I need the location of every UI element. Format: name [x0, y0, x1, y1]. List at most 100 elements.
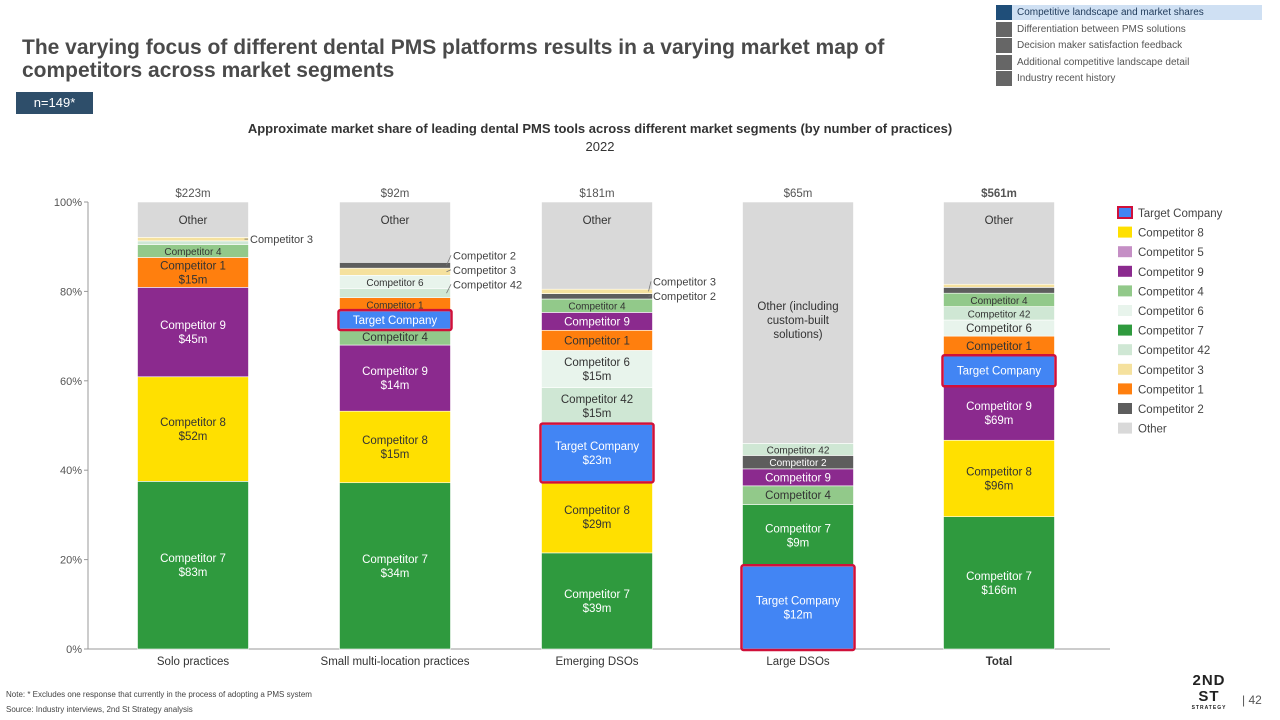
segment-value: $34m [381, 568, 410, 580]
segment-label: Competitor 9 [765, 472, 831, 484]
segment-label: Competitor 7 [966, 571, 1032, 583]
x-category-label: Small multi-location practices [321, 656, 470, 668]
bar-segment [339, 262, 451, 269]
highlight-frame [337, 308, 453, 332]
segment-label: Competitor 1 [564, 335, 630, 347]
segment-label: Competitor 4 [164, 247, 222, 258]
segment-value: $29m [583, 519, 612, 531]
segment-label: Competitor 8 [966, 466, 1032, 478]
segment-label: Other [583, 215, 612, 227]
legend-swatch [1118, 265, 1132, 277]
callout-label: Competitor 3 [250, 234, 313, 246]
sample-size-badge: n=149* [16, 92, 93, 114]
segment-label: Competitor 9 [362, 366, 428, 378]
bar-segment [541, 387, 653, 425]
legend-swatch [1117, 206, 1133, 219]
x-category-label: Solo practices [157, 656, 229, 668]
segment-value: $23m [583, 455, 612, 467]
legend-label: Competitor 7 [1138, 326, 1204, 338]
x-category-label: Total [986, 656, 1013, 668]
bar-segment [943, 287, 1055, 294]
legend-label: Competitor 4 [1138, 286, 1204, 298]
segment-value: $15m [179, 274, 208, 286]
nav-item-0[interactable]: Competitive landscape and market shares [996, 5, 1262, 20]
segment-value: $39m [583, 603, 612, 615]
bar-segment [541, 552, 653, 650]
segment-label: Competitor 6 [966, 323, 1032, 335]
legend-swatch [1118, 403, 1132, 414]
bar-segment [541, 288, 653, 294]
segment-label: Other [381, 215, 410, 227]
nav-item-3[interactable]: Additional competitive landscape detail [996, 54, 1262, 70]
segment-value: $15m [381, 449, 410, 461]
callout-label: Competitor 42 [453, 279, 522, 291]
bar-segment [137, 376, 249, 482]
segment-value: $166m [981, 585, 1016, 597]
segment-value: $15m [583, 408, 612, 420]
nav-item-1[interactable]: Differentiation between PMS solutions [996, 21, 1262, 37]
bar-segment [541, 201, 653, 290]
legend-swatch [1118, 226, 1132, 238]
y-tick-label: 40% [60, 465, 82, 477]
nav-marker [996, 71, 1012, 87]
bar-segment [943, 384, 1055, 441]
logo-line-2: ST [1198, 688, 1220, 705]
legend-swatch [1118, 285, 1132, 297]
segment-label: Competitor 8 [362, 435, 428, 447]
segment-label: Competitor 6 [564, 357, 630, 369]
segment-label: Competitor 8 [160, 417, 226, 429]
bar-segment [541, 293, 653, 300]
legend-label: Competitor 1 [1138, 384, 1204, 396]
segment-label: Competitor 7 [160, 553, 226, 565]
nav-marker [996, 5, 1012, 20]
bar-segment [137, 237, 249, 242]
slide-title: The varying focus of different dental PM… [22, 36, 885, 82]
segment-label: Competitor 4 [568, 302, 626, 313]
bar-total-label: $181m [579, 188, 614, 200]
legend-label: Competitor 3 [1138, 365, 1204, 377]
legend-label: Competitor 2 [1138, 404, 1204, 416]
segment-label: Target Company [957, 366, 1042, 378]
nav-item-label: Differentiation between PMS solutions [1017, 23, 1186, 35]
segment-label: Competitor 4 [765, 490, 831, 502]
legend-swatch [1118, 246, 1132, 258]
nav-item-label: Industry recent history [1017, 73, 1116, 85]
segment-value: $69m [985, 415, 1014, 427]
segment-label: Competitor 6 [366, 278, 424, 289]
segment-label: Competitor 9 [564, 316, 630, 328]
callout-line [648, 281, 652, 292]
legend-swatch [1118, 344, 1132, 356]
segment-value: $12m [784, 610, 813, 622]
nav-item-4[interactable]: Industry recent history [996, 71, 1262, 87]
segment-label: Competitor 1 [366, 300, 424, 311]
nav-item-2[interactable]: Decision maker satisfaction feedback [996, 38, 1262, 54]
legend-label: Competitor 8 [1138, 228, 1204, 240]
segment-label: Target Company [353, 315, 438, 327]
segment-label: Competitor 8 [564, 505, 630, 517]
callout-line [446, 269, 452, 273]
segment-label: Competitor 9 [966, 401, 1032, 413]
nav-marker [996, 21, 1012, 37]
bar-segment [943, 283, 1055, 288]
segment-label: Competitor 1 [966, 341, 1032, 353]
y-tick-label: 60% [60, 376, 82, 388]
segment-label: Other [985, 215, 1014, 227]
bar-segment [742, 504, 854, 567]
segment-label: Competitor 42 [767, 445, 830, 456]
legend-label: Competitor 42 [1138, 345, 1210, 357]
nav-item-label: Competitive landscape and market shares [1012, 5, 1262, 20]
bar-segment [339, 482, 451, 650]
bar-segment [943, 439, 1055, 517]
bar-total-label: $92m [381, 188, 410, 200]
segment-label: Target Company [555, 441, 640, 453]
chart-title: Approximate market share of leading dent… [247, 121, 953, 136]
x-category-label: Emerging DSOs [555, 656, 638, 668]
logo-line-3: STRATEGY [1191, 705, 1227, 711]
bar-segment [943, 201, 1055, 285]
bar-segment [541, 350, 653, 388]
bar-total-label: $223m [175, 188, 210, 200]
bar-segment [339, 201, 451, 263]
highlight-frame [539, 422, 655, 484]
legend-label: Competitor 9 [1138, 267, 1204, 279]
segment-value: $83m [179, 567, 208, 579]
